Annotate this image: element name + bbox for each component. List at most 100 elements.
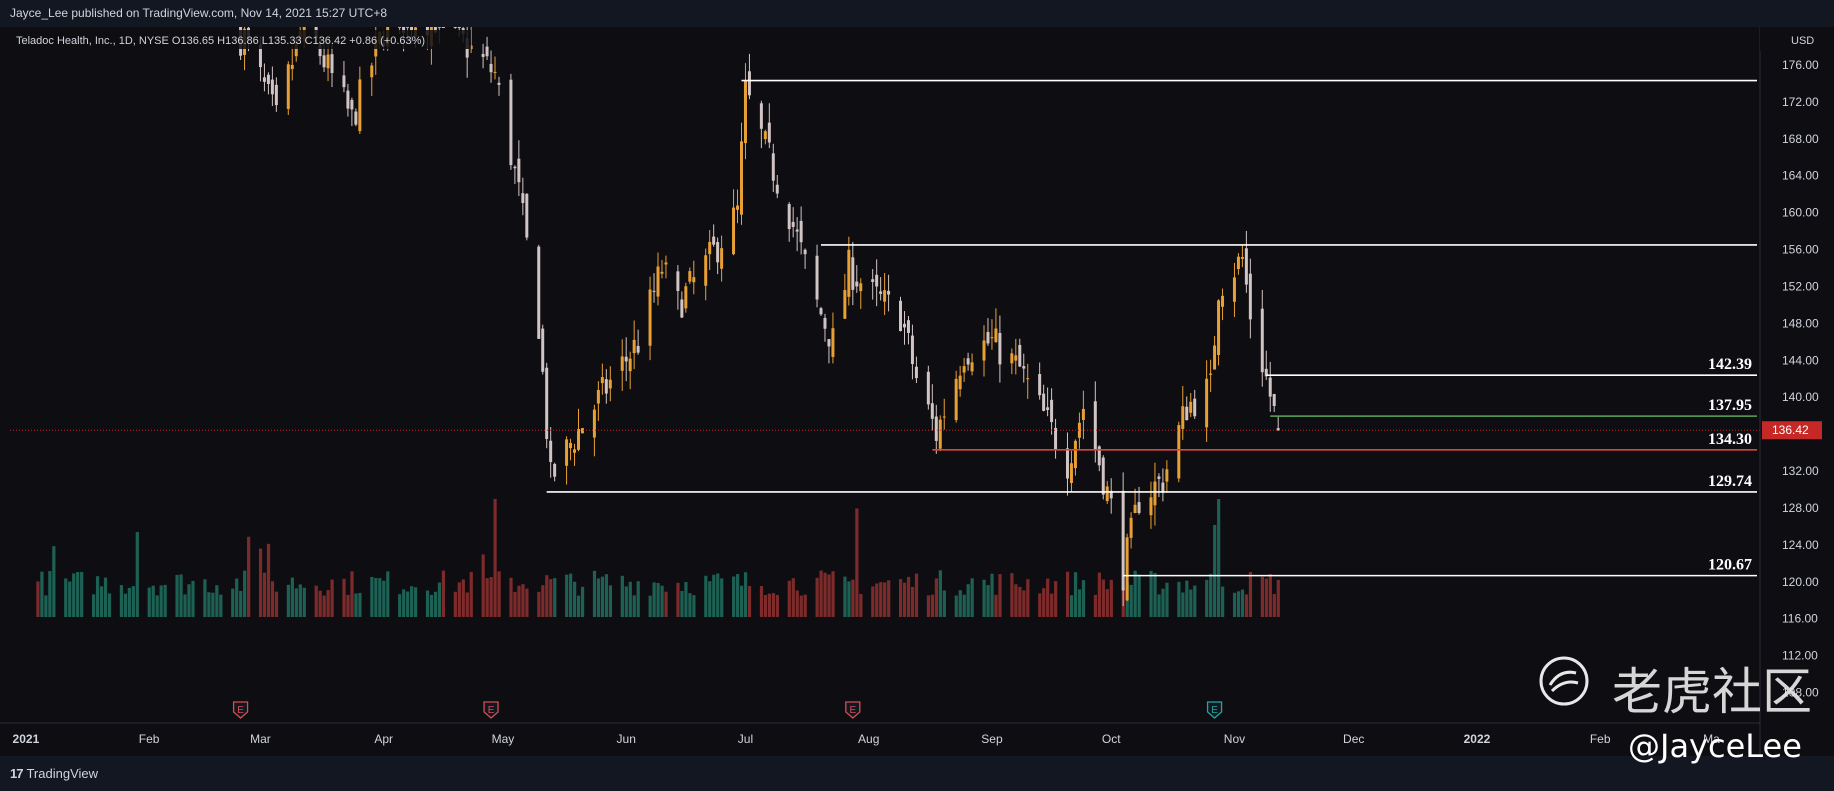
candle-body [1046,407,1050,410]
volume-bar [131,586,135,617]
volume-bar [493,499,497,617]
candle-body [1165,469,1169,482]
volume-bar [1097,572,1101,617]
candle-body [1105,486,1109,502]
volume-bar [239,590,243,617]
volume-bar [771,593,775,617]
volume-bar [799,595,803,617]
volume-bar [914,573,919,617]
earnings-marker: E [845,701,861,719]
volume-bar [1133,570,1137,617]
candle-body [509,79,513,166]
volume-bar [1046,578,1050,617]
x-tick-label: Dec [1343,732,1364,746]
x-tick-label: Feb [1590,732,1611,746]
candle-body [883,290,887,302]
volume-bar [91,594,96,617]
tradingview-logo-icon: 17 [10,766,24,781]
candle-body [406,27,410,28]
level-label: 142.39 [1708,356,1752,373]
x-tick-label: Oct [1102,732,1121,746]
volume-bar [95,576,100,617]
candle-body [859,283,863,292]
candle-body [262,77,266,82]
candle-body [843,290,847,319]
volume-bar [1181,592,1185,617]
candle-body [1232,277,1236,302]
candle-body [350,99,354,110]
candle-body [684,286,688,309]
candle-body [1069,463,1073,484]
x-tick-label: Jun [617,732,636,746]
volume-bar [787,580,791,617]
volume-bar [72,573,76,617]
candle-body [1022,366,1026,369]
volume-bar [1268,574,1272,617]
candle-body [692,277,696,283]
volume-bar [99,586,104,617]
volume-bar [374,578,378,617]
candle-body [489,63,493,73]
candle-body [763,131,767,140]
candle-body [437,27,441,28]
volume-bar [378,578,382,617]
tradingview-brand[interactable]: 17 TradingView [10,766,98,781]
candle-body [767,122,771,143]
candle-body [747,71,751,96]
volume-bar [382,580,386,617]
volume-bar [179,574,183,617]
volume-bar [1161,588,1165,617]
candle-body [1268,377,1272,397]
price-chart[interactable]: 142.39 137.95 134.30 129.74 120.67 E E E E 108.… [0,27,1834,756]
candle-body [958,375,962,390]
volume-bar [1165,582,1169,617]
volume-bar [437,582,442,617]
volume-bar [815,577,819,617]
candle-body [664,262,668,265]
volume-bar [712,574,716,617]
price-axis[interactable] [1760,27,1834,756]
volume-bar [859,594,863,617]
volume-bar [270,581,275,617]
candle-body [791,221,795,227]
candle-body [270,79,274,95]
volume-bar [732,576,736,617]
volume-bar [386,571,390,617]
level-label: 129.74 [1708,473,1752,490]
volume-bar [235,578,239,617]
earnings-marker: E [1206,701,1223,719]
volume-bar [883,582,887,617]
candle-body [771,153,775,181]
candle-body [600,377,604,384]
candle-body [1081,408,1085,420]
candle-body [708,241,712,255]
volume-bar [592,570,597,617]
volume-bar [1026,579,1030,617]
candle-body [457,27,461,28]
candle-body [592,409,596,438]
volume-bar [600,576,605,617]
volume-bar [994,594,998,617]
candle-body [1248,273,1252,320]
volume-bar [1205,579,1209,617]
y-tick-label: 120.00 [1782,575,1819,589]
x-tick-label: Jul [738,732,753,746]
volume-bar [962,594,966,617]
candle-body [994,328,998,343]
volume-bar [902,582,907,617]
volume-bar [203,579,207,617]
volume-bar [453,591,457,617]
candle-body [648,289,652,346]
volume-bar [354,593,358,617]
volume-bar [1193,585,1197,617]
volume-bar [1276,579,1280,617]
volume-bar [545,575,549,617]
volume-bar [465,592,469,617]
volume-bar [1109,579,1113,617]
symbol-legend[interactable]: Teladoc Health, Inc., 1D, NYSE O136.65 H… [16,35,425,47]
candle-body [1185,406,1189,421]
published-by-text: Jayce_Lee published on TradingView.com, … [10,6,388,20]
y-tick-label: 168.00 [1782,132,1819,146]
volume-bar [636,581,640,617]
candle-body [493,71,497,73]
